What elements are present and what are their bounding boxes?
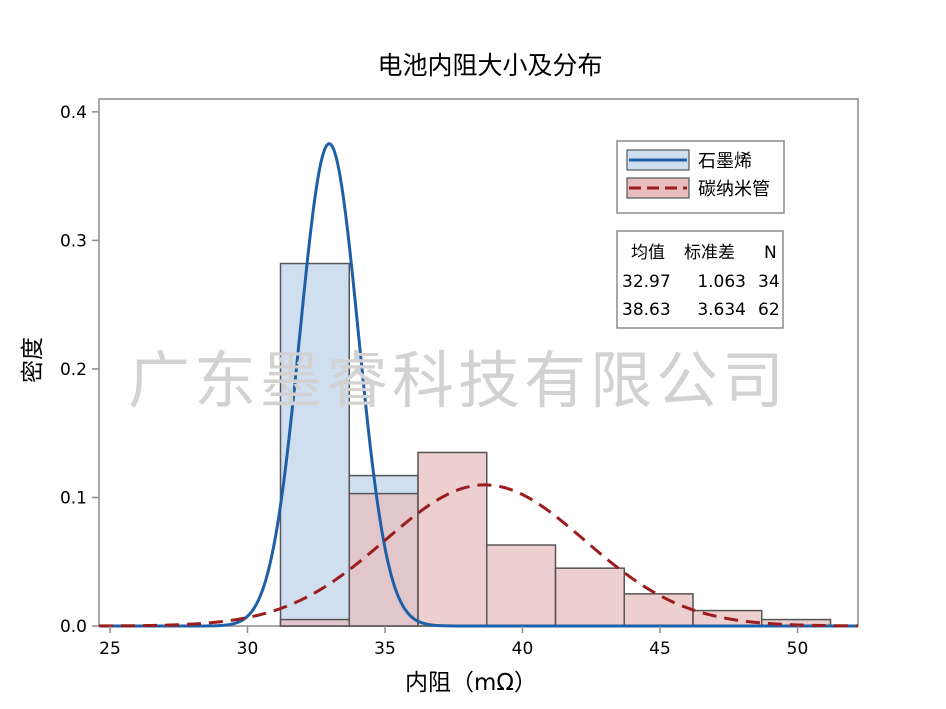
fit-curve-graphene (99, 142, 858, 628)
fit-curve-cnt (98, 483, 859, 628)
histogram-bar-cnt-4 (554, 567, 625, 627)
chart-title: 电池内阻大小及分布 (377, 51, 602, 80)
stats-row1-std: 1.063 (697, 272, 746, 292)
x-tick-label: 35 (374, 639, 396, 659)
histogram-bar-cnt-0 (279, 618, 350, 627)
y-tick-label: 0.0 (60, 617, 87, 637)
y-tick-label: 0.3 (60, 231, 87, 251)
x-tick-label: 40 (512, 639, 534, 659)
x-tick-label: 30 (237, 639, 259, 659)
x-axis-label: 内阻（mΩ） (405, 670, 537, 696)
histogram-bar-graphene-0 (279, 262, 350, 627)
x-tick-label: 25 (99, 639, 121, 659)
x-tick-label: 45 (649, 639, 671, 659)
stats-box (616, 230, 784, 329)
y-tick-label: 0.1 (60, 488, 87, 508)
y-tick-label: 0.2 (60, 360, 87, 380)
x-tick-label: 50 (787, 639, 809, 659)
histogram-bar-cnt-3 (486, 544, 557, 627)
stats-header-mean: 均值 (631, 243, 665, 263)
stats-row2-n: 62 (758, 300, 780, 320)
y-axis-label: 密度 (20, 337, 46, 383)
y-tick-label: 0.4 (60, 103, 87, 123)
legend-label-cnt: 碳纳米管 (698, 179, 770, 200)
stats-row2-std: 3.634 (697, 300, 746, 320)
stats-header-n: N (764, 243, 777, 263)
watermark-text: 广东墨睿科技有限公司 (128, 344, 788, 417)
stats-row1-mean: 32.97 (622, 272, 671, 292)
stats-row2-mean: 38.63 (622, 300, 671, 320)
histogram-bar-cnt-2 (417, 451, 488, 627)
histogram-bar-cnt-5 (623, 593, 694, 627)
legend-label-graphene: 石墨烯 (698, 151, 752, 172)
plot-area: 25 30 35 40 45 50 0.0 0.1 0.2 0.3 0.4 (60, 98, 859, 659)
stats-row1-n: 34 (758, 272, 780, 292)
stats-header-std: 标准差 (684, 243, 735, 263)
